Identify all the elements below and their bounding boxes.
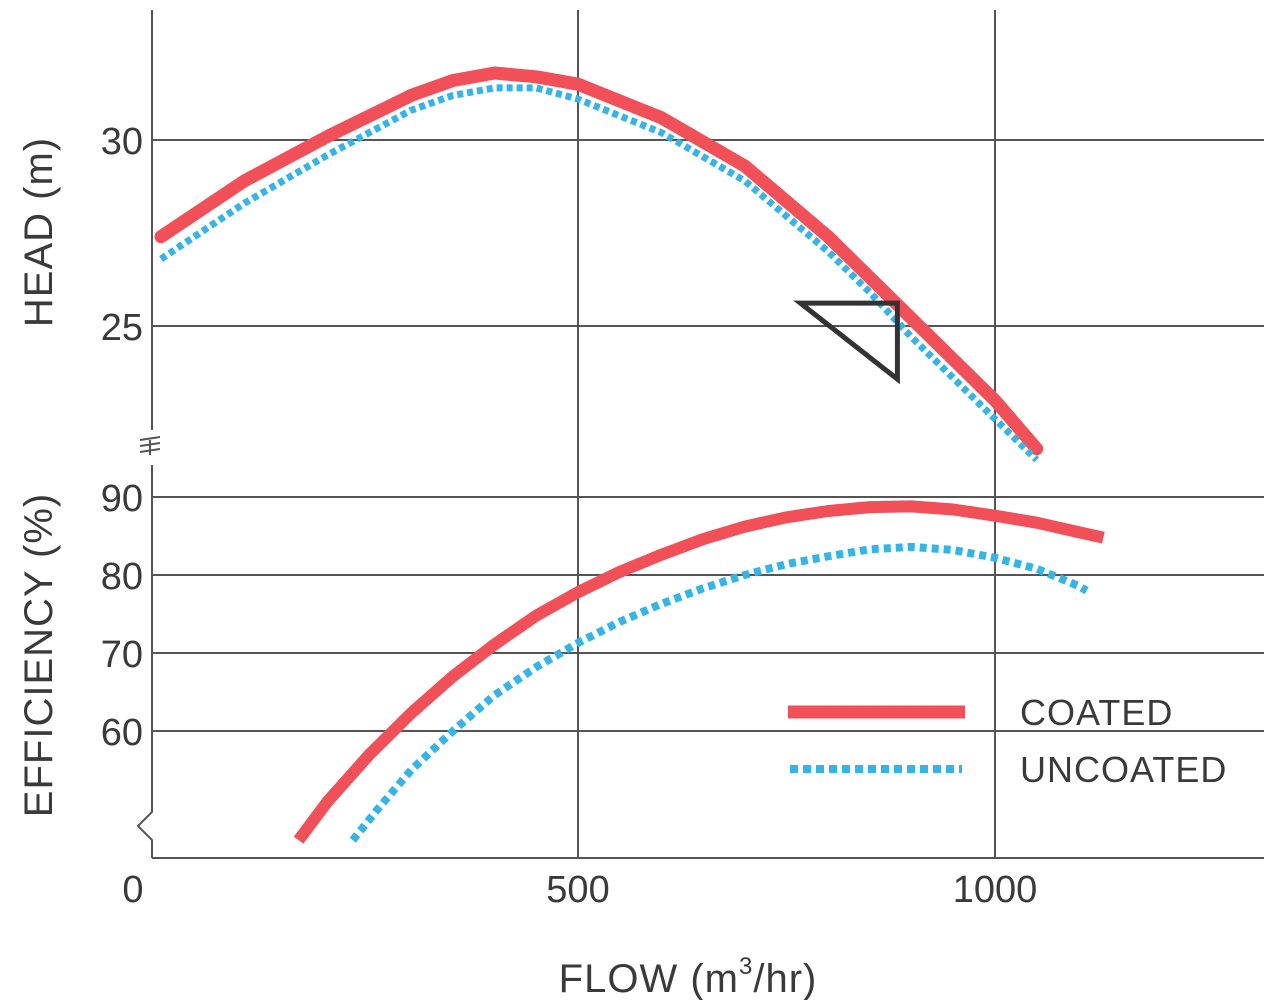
head-series-coated xyxy=(154,66,1044,456)
efficiency-series xyxy=(293,500,1105,844)
efficiency-tick-label-80: 80 xyxy=(101,556,143,598)
efficiency-tick-label-90: 90 xyxy=(101,478,143,520)
x-tick-label-500: 500 xyxy=(546,869,609,911)
efficiency-tick-label-70: 70 xyxy=(101,634,143,676)
legend-label-uncoated: UNCOATED xyxy=(1020,749,1227,790)
head-axis-break-icon xyxy=(139,436,161,455)
x-tick-labels: 0 500 1000 xyxy=(122,869,1037,911)
legend: COATED UNCOATED xyxy=(788,692,1227,790)
head-tick-labels: 25 30 xyxy=(101,121,143,349)
head-tick-label-25: 25 xyxy=(101,307,143,349)
head-tick-label-30: 30 xyxy=(101,121,143,163)
head-series xyxy=(154,66,1044,463)
head-panel: 25 30 HEAD (m) xyxy=(17,10,1264,465)
efficiency-axis-break-icon xyxy=(136,800,153,858)
efficiency-grid xyxy=(151,465,1264,859)
efficiency-tick-label-60: 60 xyxy=(101,712,143,754)
efficiency-series-coated xyxy=(293,500,1105,844)
x-tick-label-1000: 1000 xyxy=(953,869,1038,911)
head-annotations xyxy=(793,300,900,385)
head-axis-title: HEAD (m) xyxy=(17,137,61,327)
efficiency-panel: 60 70 80 90 EFFICIENCY (%) 0 500 1000 FLOW (m… xyxy=(17,465,1264,1001)
head-grid xyxy=(151,10,1264,465)
x-axis-title: FLOW (m3/hr) xyxy=(559,953,818,1000)
efficiency-axis-title: EFFICIENCY (%) xyxy=(17,493,61,817)
legend-label-coated: COATED xyxy=(1020,692,1173,733)
triangle-marker-icon xyxy=(793,300,900,385)
x-tick-label-0: 0 xyxy=(122,869,143,911)
efficiency-series-uncoated xyxy=(349,542,1089,843)
head-series-uncoated xyxy=(159,84,1040,463)
efficiency-tick-labels: 60 70 80 90 xyxy=(101,478,143,754)
